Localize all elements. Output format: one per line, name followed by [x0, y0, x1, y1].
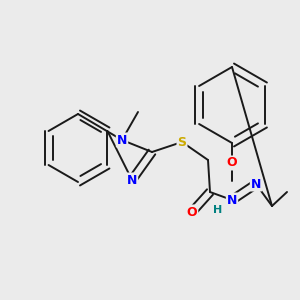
Text: O: O [227, 157, 237, 169]
Text: N: N [251, 178, 261, 190]
Text: N: N [117, 134, 127, 146]
Text: N: N [127, 173, 137, 187]
Text: H: H [213, 205, 223, 215]
Text: S: S [178, 136, 187, 148]
Text: N: N [227, 194, 237, 206]
Text: O: O [187, 206, 197, 218]
